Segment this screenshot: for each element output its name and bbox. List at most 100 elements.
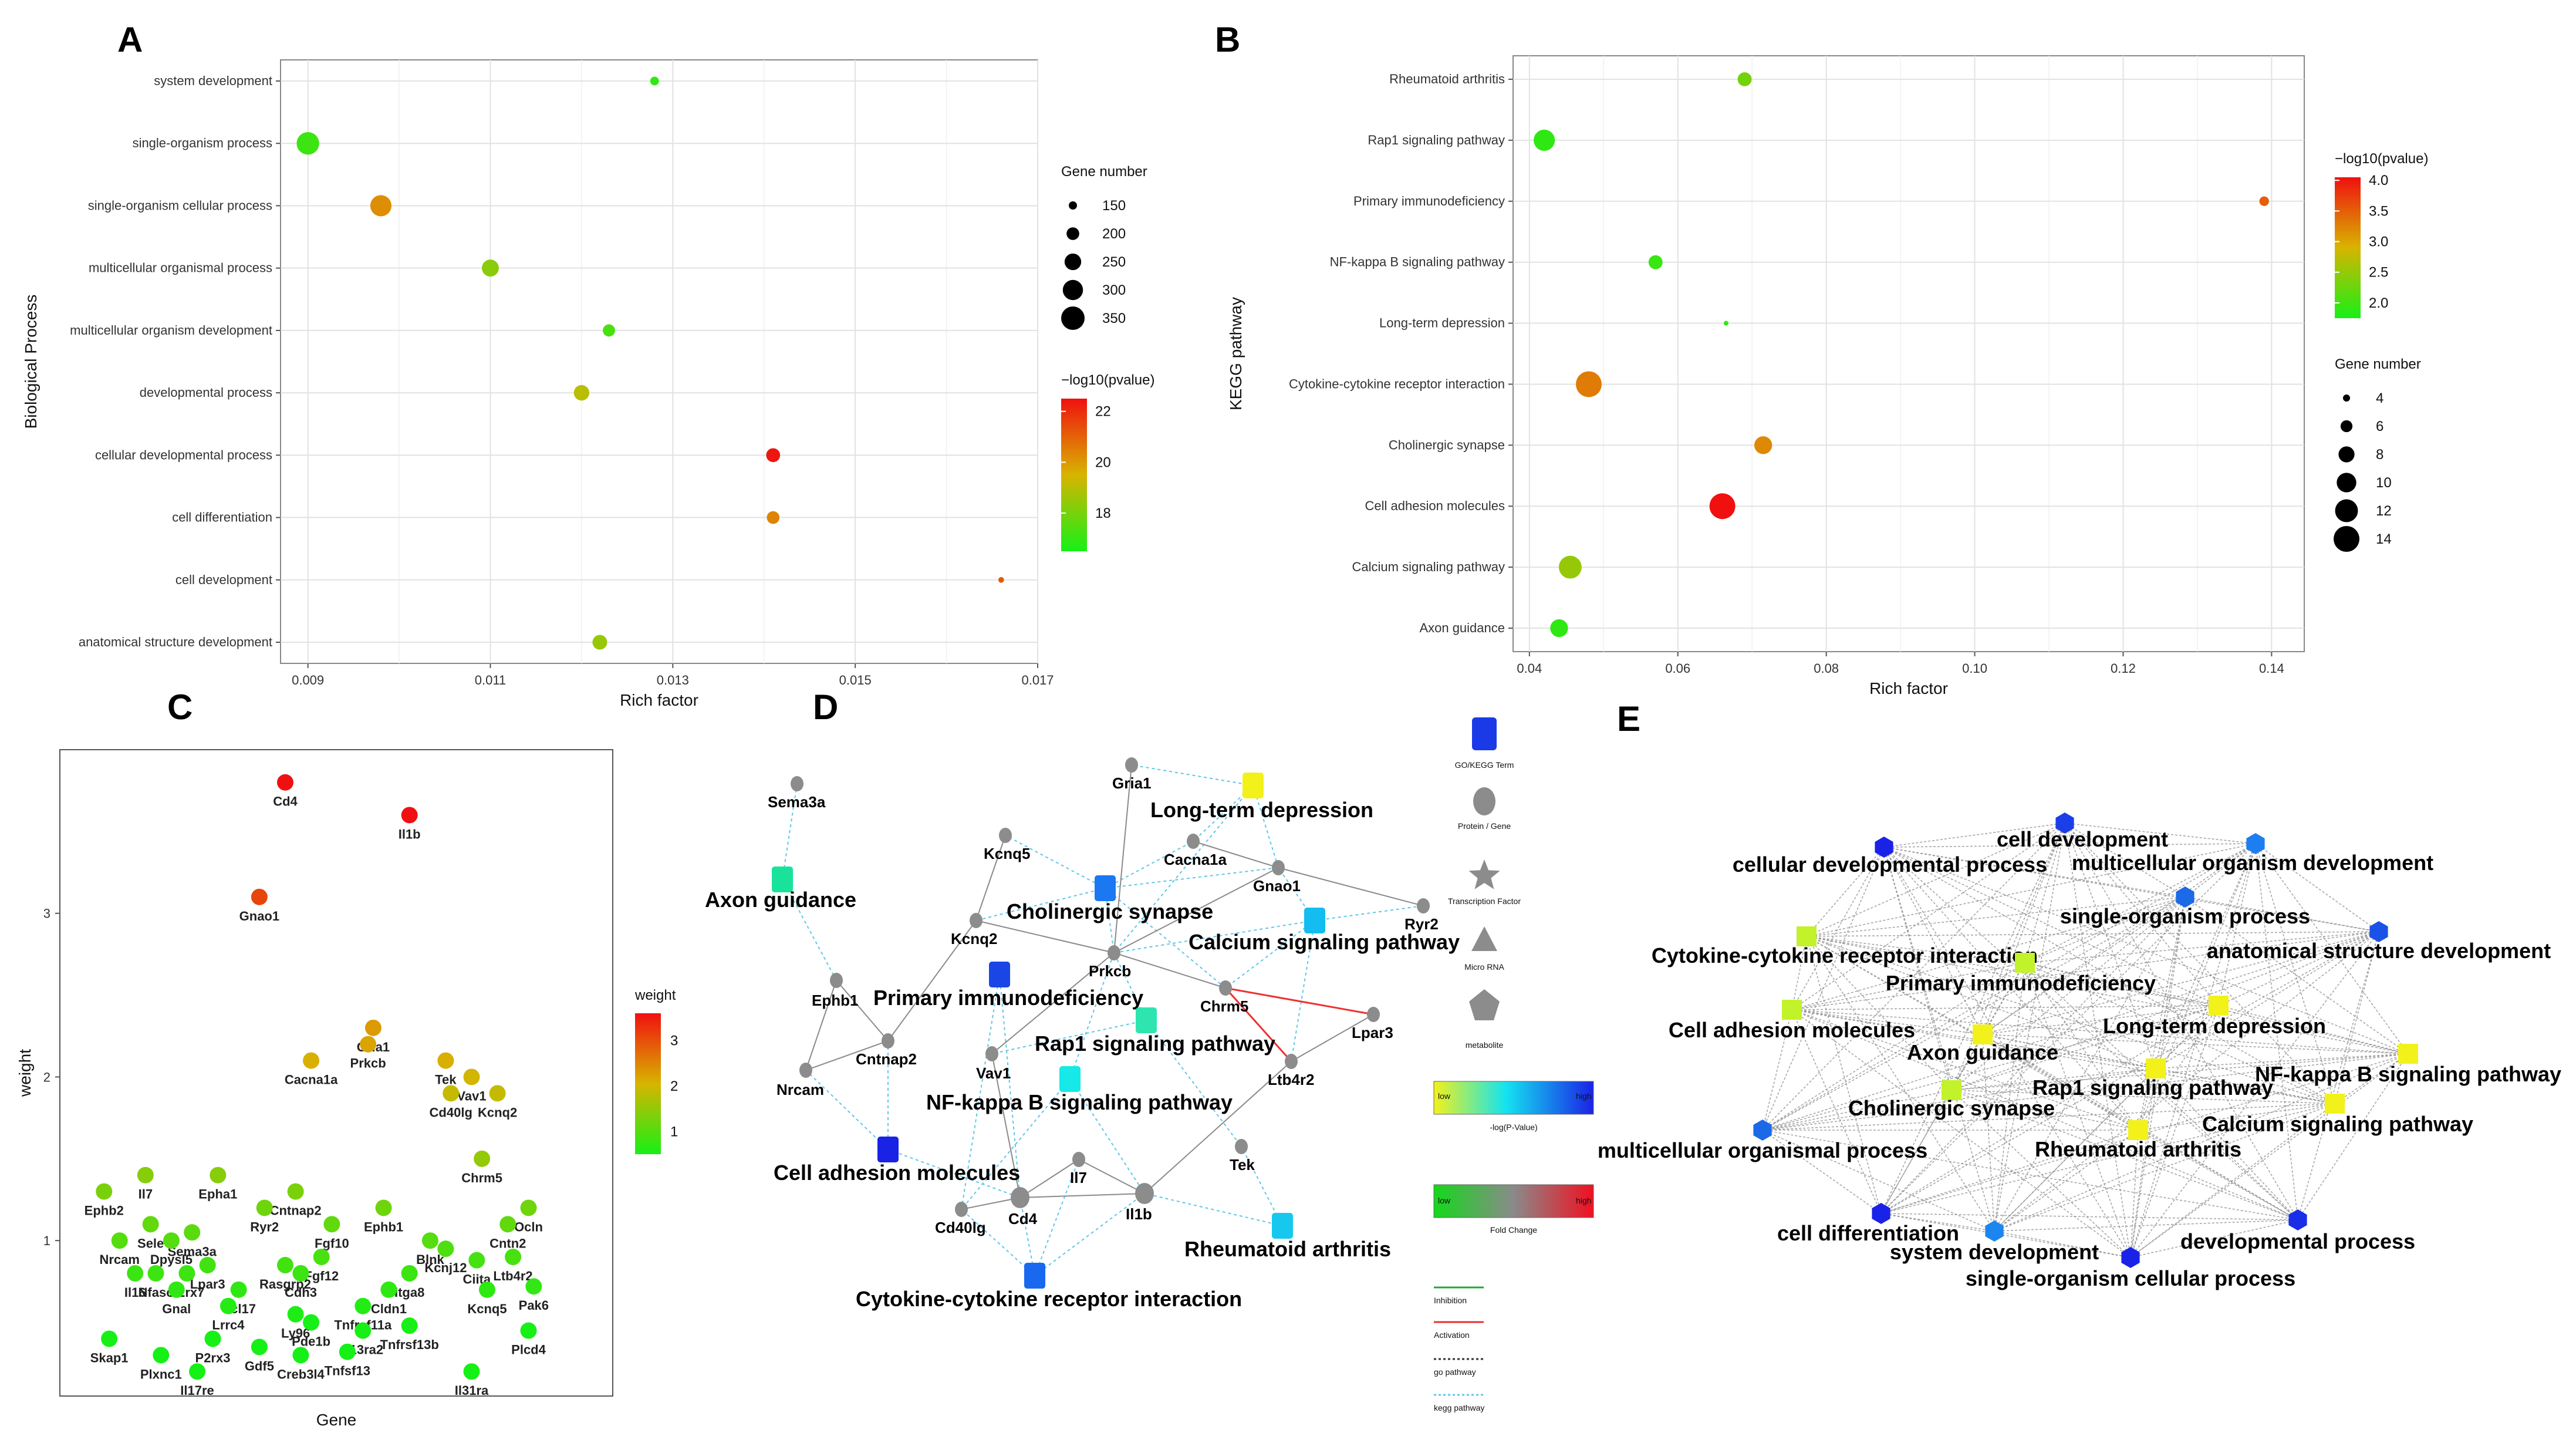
y-tick-label: Cell adhesion molecules — [1365, 498, 1505, 513]
network-edge — [1791, 936, 1807, 1010]
gene-label: Cldn1 — [371, 1302, 407, 1316]
term-node — [1136, 1007, 1157, 1033]
network-edge — [1806, 931, 2379, 937]
term-node-label: Cholinergic synapse — [1007, 899, 1213, 923]
gene-point — [360, 1036, 377, 1053]
gene-node-label: Ephb1 — [812, 992, 858, 1009]
x-tick-label: 0.06 — [1665, 661, 1690, 676]
gene-point — [323, 1216, 340, 1233]
gene-label: Il7 — [139, 1187, 153, 1202]
gene-edge — [805, 980, 837, 1071]
kegg-edge — [1105, 841, 1194, 889]
term-node — [1272, 1213, 1293, 1239]
gene-label: Skap1 — [90, 1350, 129, 1365]
network-edge — [1951, 822, 2065, 1091]
y-axis-title: weight — [16, 1049, 34, 1097]
legend-mirna-shape — [1471, 926, 1497, 951]
gene-point — [303, 1314, 320, 1331]
gene-label: Nfasc — [139, 1285, 174, 1300]
bubble-point — [1558, 555, 1582, 579]
gene-label: P2rx3 — [195, 1350, 231, 1365]
network-edge — [2138, 1130, 2298, 1221]
network-edge — [1951, 931, 2379, 1091]
network-edge — [1951, 1090, 2298, 1221]
gene-point — [478, 1281, 495, 1298]
y-tick-label: NF-kappa B signaling pathway — [1330, 255, 1505, 269]
bubble-point — [767, 511, 780, 524]
network-edge — [1791, 1005, 2219, 1010]
color-legend-label: 20 — [1095, 454, 1111, 470]
size-legend-label: 250 — [1102, 254, 1126, 270]
gene-point — [474, 1150, 491, 1167]
gene-label: Cd40lg — [430, 1105, 472, 1120]
network-edge — [2255, 843, 2409, 1054]
network-edge — [2024, 962, 2139, 1131]
gene-label: Cacna1a — [285, 1073, 338, 1087]
size-legend-title: Gene number — [2335, 356, 2421, 372]
gene-point — [292, 1347, 309, 1364]
gene-node-label: Prkcb — [1089, 962, 1131, 980]
gene-label: Sele — [137, 1236, 164, 1250]
gene-node-label: Gria1 — [1112, 774, 1152, 792]
gene-node — [1285, 1054, 1298, 1069]
term-node-label: Long-term depression — [1150, 798, 1373, 822]
gene-edge — [961, 1197, 1021, 1210]
gene-label: Creb3l4 — [277, 1367, 325, 1381]
gene-label: Il16 — [124, 1285, 146, 1300]
gene-point — [401, 1265, 418, 1282]
gene-point — [380, 1281, 397, 1298]
kegg-term-node — [2015, 953, 2035, 973]
gene-label: Gdf5 — [245, 1358, 274, 1373]
x-tick-label: 0.011 — [475, 673, 506, 687]
x-tick-label: 0.009 — [292, 673, 324, 687]
gene-point — [437, 1240, 454, 1257]
network-edge — [2024, 962, 2298, 1221]
y-axis-title: KEGG pathway — [1227, 297, 1245, 410]
kegg-edge — [1144, 1193, 1283, 1226]
kegg-edge — [1105, 888, 1226, 989]
gene-point — [178, 1265, 195, 1282]
bubble-point — [1534, 129, 1555, 151]
node-label: multicellular organismal process — [1598, 1138, 1927, 1162]
network-edge — [2064, 822, 2256, 844]
y-tick-label: single-organism cellular process — [88, 198, 272, 213]
network-edge — [2155, 1053, 2409, 1069]
network-edge — [2218, 931, 2379, 1006]
go-term-node — [2246, 833, 2265, 854]
gene-node-label: Cacna1a — [1164, 851, 1227, 868]
gene-label: Gnal — [162, 1302, 191, 1316]
size-legend-dot — [2338, 446, 2355, 463]
size-legend-label: 14 — [2376, 531, 2392, 547]
gene-label: Il17re — [180, 1383, 214, 1398]
node-label: Cytokine-cytokine receptor interaction — [1652, 943, 2038, 967]
gene-point — [163, 1232, 180, 1249]
network-edge — [2130, 1068, 2156, 1258]
gene-point — [339, 1343, 356, 1360]
network-edge — [1806, 936, 1995, 1232]
network-edge — [2155, 1068, 2335, 1104]
network-edge — [2255, 843, 2298, 1221]
gene-point — [147, 1265, 164, 1282]
gene-node — [985, 1046, 998, 1061]
size-legend-dot — [1066, 227, 1079, 240]
network-d: Sema3a Gria1 Kcnq5 Cacna1a Gnao1 Kcnq2 Prkcb Ry… — [705, 717, 1594, 1412]
color-legend-label: 2.5 — [2369, 265, 2388, 281]
network-edge — [2138, 896, 2186, 1131]
gene-point — [355, 1297, 372, 1314]
gene-label: Kcnj12 — [424, 1260, 467, 1275]
color-legend-title: weight — [634, 987, 676, 1003]
y-tick-label: Rheumatoid arthritis — [1389, 72, 1505, 86]
legend-line-label: kegg pathway — [1434, 1403, 1484, 1412]
gene-point — [210, 1166, 227, 1184]
network-edge — [1880, 1213, 2131, 1258]
x-tick-label: 0.017 — [1021, 673, 1054, 687]
gene-label: Blnk — [416, 1252, 444, 1267]
gene-point — [437, 1052, 454, 1069]
term-node — [877, 1137, 899, 1162]
gene-node — [1235, 1139, 1248, 1154]
network-edge — [1982, 1034, 2409, 1054]
node-label: single-organism cellular process — [1966, 1266, 2295, 1290]
network-edge — [2297, 931, 2379, 1221]
network-edge — [1883, 822, 2065, 848]
gene-edge — [1278, 867, 1424, 906]
